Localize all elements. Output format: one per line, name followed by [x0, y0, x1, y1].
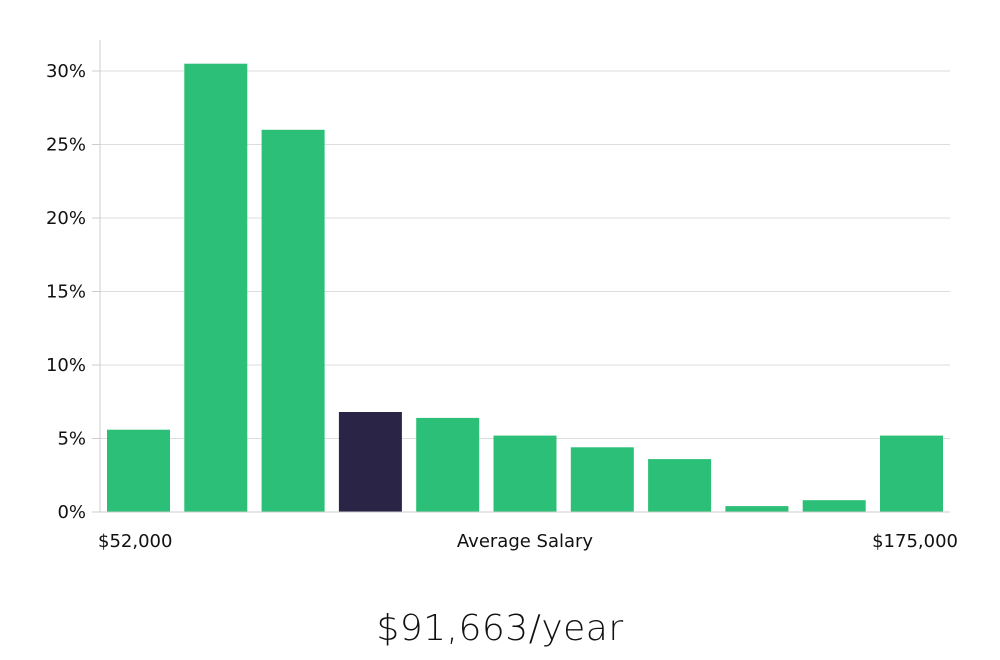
- y-tick-label: 5%: [57, 429, 86, 450]
- y-tick-label: 0%: [57, 502, 86, 523]
- bar: [880, 435, 943, 512]
- y-tick-label: 15%: [46, 282, 86, 303]
- bar: [107, 429, 170, 512]
- bar: [725, 506, 789, 512]
- average-salary-value: $91,663/year: [376, 608, 624, 649]
- y-tick-labels: 0% 5% 10% 15% 20% 25% 30%: [46, 61, 86, 523]
- y-tick-label: 25%: [46, 135, 86, 156]
- bar-highlighted: [338, 412, 402, 512]
- y-tick-label: 20%: [46, 208, 86, 229]
- bar: [261, 129, 325, 513]
- x-min-label: $52,000: [98, 531, 172, 552]
- histogram-bars: [107, 63, 943, 513]
- bar: [184, 63, 248, 512]
- bar: [648, 459, 712, 512]
- bar: [493, 435, 557, 512]
- y-tick-label: 10%: [46, 355, 86, 376]
- x-max-label: $175,000: [872, 531, 958, 552]
- salary-histogram: 0% 5% 10% 15% 20% 25% 30% $52,000 Average Sala…: [46, 40, 958, 552]
- axes: [92, 40, 950, 513]
- bar: [802, 500, 866, 512]
- bar: [570, 447, 634, 512]
- x-axis-title: Average Salary: [457, 531, 594, 552]
- y-tick-label: 30%: [46, 61, 86, 82]
- bar: [416, 417, 480, 512]
